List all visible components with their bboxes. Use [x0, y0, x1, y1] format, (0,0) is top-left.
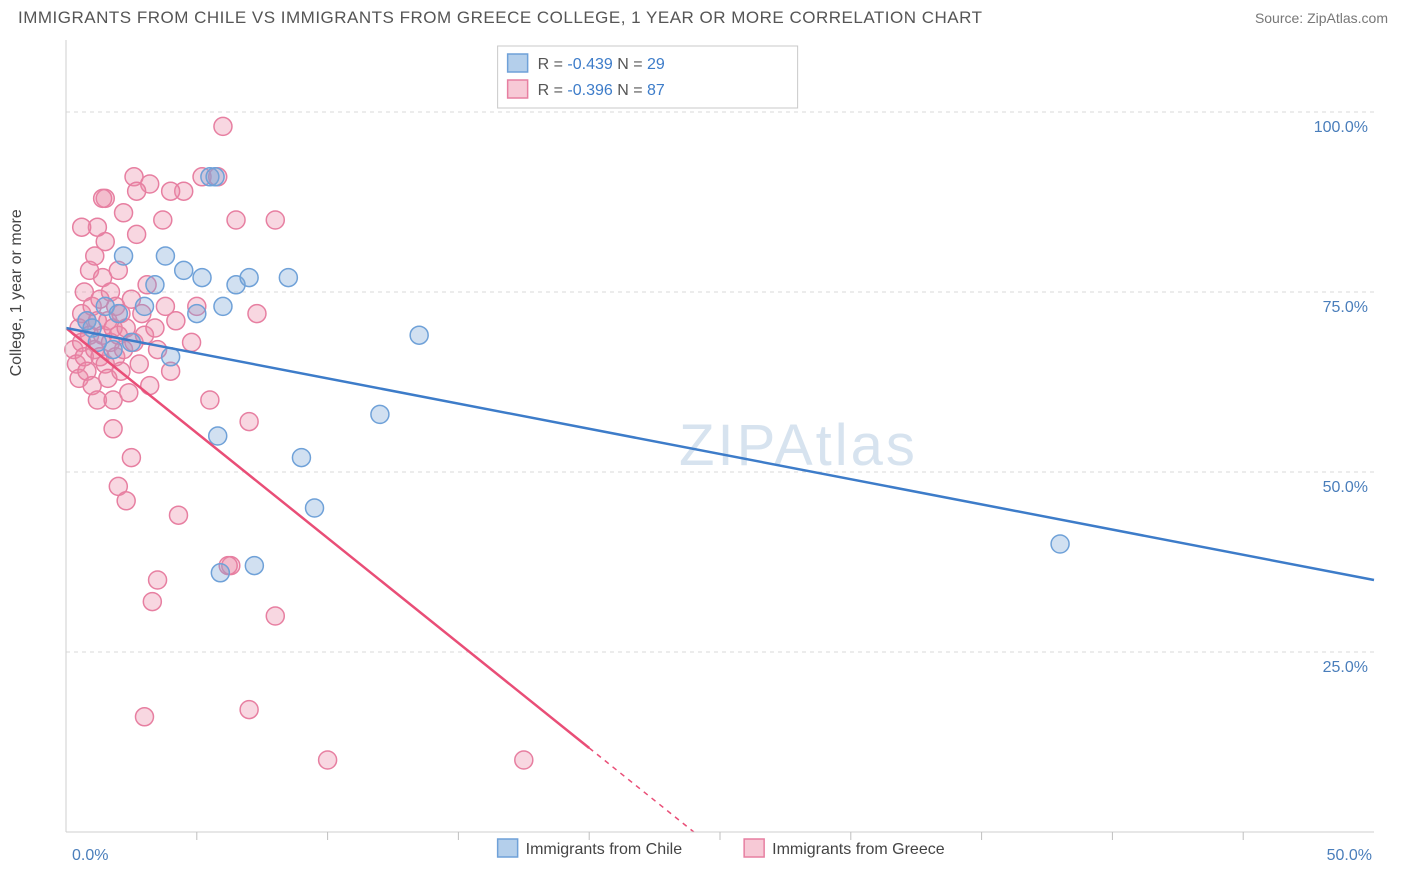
data-point-greece [201, 391, 219, 409]
x-tick-label: 50.0% [1327, 847, 1372, 864]
legend-swatch [508, 54, 528, 72]
y-tick-label: 25.0% [1323, 659, 1368, 676]
data-point-greece [266, 211, 284, 229]
data-point-greece [117, 492, 135, 510]
data-point-greece [240, 701, 258, 719]
y-axis-label: College, 1 year or more [8, 209, 26, 376]
data-point-greece [120, 384, 138, 402]
data-point-chile [1051, 535, 1069, 553]
data-point-greece [183, 333, 201, 351]
data-point-chile [306, 499, 324, 517]
data-point-greece [115, 204, 133, 222]
data-point-chile [115, 247, 133, 265]
data-point-chile [206, 168, 224, 186]
data-point-greece [128, 182, 146, 200]
y-tick-label: 100.0% [1314, 119, 1368, 136]
data-point-greece [167, 312, 185, 330]
data-point-greece [135, 708, 153, 726]
data-point-greece [319, 751, 337, 769]
data-point-chile [193, 269, 211, 287]
chart-header: IMMIGRANTS FROM CHILE VS IMMIGRANTS FROM… [0, 0, 1406, 32]
legend-label: Immigrants from Chile [526, 841, 683, 858]
data-point-chile [371, 405, 389, 423]
data-point-chile [214, 297, 232, 315]
legend-stat: R = -0.439 N = 29 [538, 56, 665, 73]
legend-label: Immigrants from Greece [772, 841, 945, 858]
data-point-chile [240, 269, 258, 287]
legend-swatch [744, 839, 764, 857]
data-point-greece [104, 420, 122, 438]
y-tick-label: 75.0% [1323, 299, 1368, 316]
regression-line-greece-dashed [589, 748, 694, 832]
data-point-chile [146, 276, 164, 294]
data-point-greece [248, 305, 266, 323]
regression-line-chile [66, 328, 1374, 580]
data-point-chile [209, 427, 227, 445]
data-point-chile [135, 297, 153, 315]
chart-container: College, 1 year or more 25.0%50.0%75.0%1… [18, 40, 1388, 880]
chart-title: IMMIGRANTS FROM CHILE VS IMMIGRANTS FROM… [18, 8, 983, 28]
legend-swatch [508, 80, 528, 98]
data-point-chile [104, 341, 122, 359]
data-point-greece [141, 377, 159, 395]
data-point-greece [162, 182, 180, 200]
data-point-chile [245, 557, 263, 575]
data-point-chile [292, 449, 310, 467]
regression-line-greece [66, 328, 589, 748]
data-point-greece [73, 218, 91, 236]
x-tick-label: 0.0% [72, 847, 108, 864]
data-point-chile [410, 326, 428, 344]
source-attribution: Source: ZipAtlas.com [1255, 10, 1388, 26]
data-point-chile [156, 247, 174, 265]
data-point-chile [188, 305, 206, 323]
scatter-chart: 25.0%50.0%75.0%100.0%ZIPAtlas0.0%50.0%R … [18, 40, 1388, 880]
data-point-chile [175, 261, 193, 279]
legend-swatch [498, 839, 518, 857]
data-point-chile [211, 564, 229, 582]
legend-stat: R = -0.396 N = 87 [538, 82, 665, 99]
data-point-greece [122, 449, 140, 467]
data-point-greece [266, 607, 284, 625]
data-point-chile [279, 269, 297, 287]
data-point-greece [154, 211, 172, 229]
data-point-greece [128, 225, 146, 243]
data-point-greece [143, 593, 161, 611]
data-point-chile [109, 305, 127, 323]
data-point-greece [94, 189, 112, 207]
data-point-greece [146, 319, 164, 337]
data-point-greece [130, 355, 148, 373]
data-point-greece [240, 413, 258, 431]
y-tick-label: 50.0% [1323, 479, 1368, 496]
data-point-greece [214, 117, 232, 135]
data-point-greece [227, 211, 245, 229]
data-point-greece [149, 571, 167, 589]
source-link[interactable]: ZipAtlas.com [1307, 10, 1388, 26]
data-point-greece [169, 506, 187, 524]
data-point-greece [515, 751, 533, 769]
